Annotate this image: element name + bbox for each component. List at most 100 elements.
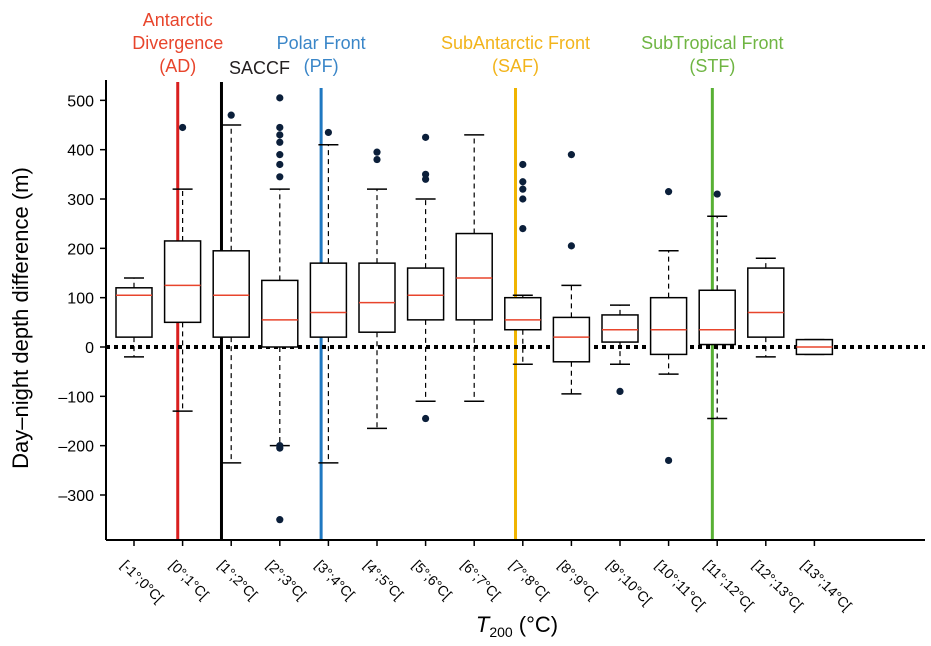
box-body [212, 250, 250, 338]
front-label: SubTropical Front (STF) [641, 33, 783, 76]
box-4 [309, 128, 348, 464]
outlier-point [665, 456, 673, 465]
front-label-line: SubTropical Front [641, 33, 783, 53]
x-tick-label: [2°;3°C[ [264, 557, 310, 603]
box-9 [552, 151, 591, 395]
y-tick-label: 300 [67, 192, 94, 209]
box-body [601, 314, 639, 343]
x-axis-title: T200 (°C) [476, 612, 558, 640]
box-body [552, 316, 591, 363]
x-axis-title-symbol: T [476, 612, 491, 637]
y-axis-title: Day–night depth difference (m) [8, 167, 33, 469]
outlier-point [276, 94, 284, 102]
x-tick-label: [8°;9°C[ [555, 557, 601, 603]
outlier-point [616, 387, 624, 395]
front-label-line: (PF) [304, 56, 339, 76]
x-tick-label: [7°;8°C[ [507, 557, 553, 603]
x-tick-label: [1°;2°C[ [215, 557, 261, 603]
front-labels: Antarctic Divergence (AD) SACCF Polar Front (… [132, 10, 783, 78]
box-8 [504, 160, 542, 366]
outlier-point [519, 225, 527, 233]
box-1 [163, 123, 202, 412]
box-body [504, 296, 542, 331]
outlier-point [713, 190, 721, 198]
outlier-point [519, 195, 527, 203]
front-label-line: SACCF [229, 58, 290, 78]
y-tick-label: 500 [67, 93, 94, 110]
y-tick-label: –100 [58, 389, 94, 406]
x-axis-title-subscript: 200 [489, 624, 513, 640]
outlier-point [276, 151, 284, 159]
axes [105, 80, 925, 541]
outlier-point [422, 133, 430, 141]
x-tick-label: [4°;5°C[ [361, 557, 407, 603]
y-tick-label: 200 [67, 241, 94, 258]
x-tick-label: [5°;6°C[ [409, 557, 455, 603]
y-tick-label: 0 [85, 340, 94, 357]
y-ticks: 500 400 300 200 100 0 –100 –200 –300 [58, 93, 106, 505]
front-label-line: Divergence [132, 33, 223, 53]
box-body [698, 289, 736, 346]
box-5 [358, 148, 396, 430]
front-label-line: (STF) [689, 56, 735, 76]
outlier-point [276, 444, 284, 452]
outlier-point [422, 414, 430, 423]
box-body [163, 240, 202, 324]
box-body [358, 262, 396, 333]
box-13 [747, 257, 785, 358]
box-body [406, 267, 445, 321]
box-body [115, 287, 153, 338]
outlier-point [179, 123, 187, 132]
x-tick-label: [-1°;0°C[ [118, 557, 167, 606]
box-body [455, 232, 493, 321]
outlier-point [227, 111, 235, 119]
box-body [309, 262, 348, 338]
x-tick-label: [9°;10°C[ [604, 557, 655, 608]
outlier-point [373, 155, 381, 164]
outlier-point [276, 138, 284, 146]
outlier-point [567, 242, 576, 250]
front-label: Antarctic Divergence (AD) [132, 10, 223, 76]
x-tick-label: [3°;4°C[ [312, 557, 358, 603]
box-series [115, 94, 834, 524]
outlier-point [665, 188, 673, 196]
box-body [649, 296, 688, 356]
outlier-point [567, 151, 576, 159]
y-tick-label: –200 [58, 439, 94, 456]
x-axis-title-unit: (°C) [513, 612, 558, 637]
outlier-point [519, 185, 527, 193]
x-tick-label: [10°;11°C[ [652, 557, 708, 613]
box-10 [601, 304, 639, 395]
x-tick-label: [6°;7°C[ [458, 557, 504, 603]
box-body [261, 279, 299, 348]
box-7 [455, 134, 493, 403]
outlier-point [276, 131, 284, 139]
outlier-point [276, 516, 284, 524]
front-label-line: Polar Front [277, 33, 366, 53]
box-0 [115, 277, 153, 358]
outlier-point [276, 160, 284, 169]
x-tick-label: [0°;1°C[ [166, 557, 212, 603]
box-11 [649, 188, 688, 465]
y-tick-label: 400 [67, 143, 94, 160]
front-label-line: Antarctic [143, 10, 213, 30]
box-6 [406, 133, 445, 423]
front-label: SACCF [229, 58, 290, 78]
x-tick-label: [12°;13°C[ [750, 557, 807, 614]
box-12 [698, 190, 736, 420]
outlier-point [276, 123, 284, 132]
y-tick-label: 100 [67, 291, 94, 308]
outlier-point [519, 178, 527, 186]
x-tick-label: [13°;14°C[ [798, 557, 855, 614]
front-label-line: (SAF) [492, 56, 539, 76]
outlier-point [519, 160, 527, 169]
x-tick-label: [11°;12°C[ [701, 557, 757, 613]
front-label: SubAntarctic Front (SAF) [441, 33, 590, 76]
outlier-point [422, 170, 430, 178]
box-3 [261, 94, 299, 524]
front-label-line: SubAntarctic Front [441, 33, 590, 53]
front-label-line: (AD) [159, 56, 196, 76]
front-label: Polar Front (PF) [277, 33, 366, 76]
y-tick-label: –300 [58, 488, 94, 505]
